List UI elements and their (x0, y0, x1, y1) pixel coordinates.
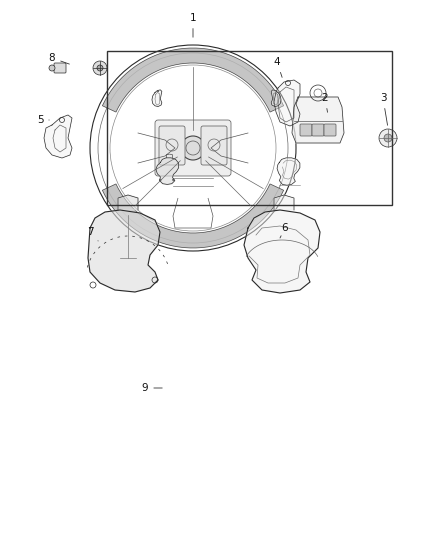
Circle shape (379, 129, 397, 147)
Text: 3: 3 (380, 93, 388, 125)
FancyBboxPatch shape (201, 126, 227, 165)
Polygon shape (274, 195, 294, 210)
Text: 2: 2 (321, 93, 328, 112)
Circle shape (384, 134, 392, 142)
Circle shape (93, 61, 107, 75)
Text: 4: 4 (274, 57, 282, 77)
Polygon shape (292, 97, 344, 143)
Polygon shape (244, 210, 320, 293)
Polygon shape (152, 90, 162, 107)
Polygon shape (88, 210, 160, 292)
Polygon shape (118, 195, 138, 210)
Text: 9: 9 (141, 383, 162, 393)
Text: 7: 7 (87, 227, 98, 241)
Circle shape (97, 65, 103, 71)
FancyBboxPatch shape (54, 63, 66, 73)
Circle shape (49, 65, 55, 71)
FancyBboxPatch shape (312, 124, 324, 136)
Text: 8: 8 (49, 53, 69, 64)
Bar (107, 51, 392, 205)
FancyBboxPatch shape (155, 120, 231, 176)
Circle shape (181, 136, 205, 160)
Polygon shape (102, 48, 284, 112)
Text: 1: 1 (190, 13, 196, 37)
Polygon shape (156, 158, 179, 184)
Polygon shape (44, 115, 72, 158)
Polygon shape (271, 90, 281, 107)
FancyBboxPatch shape (159, 126, 185, 165)
Polygon shape (102, 184, 284, 248)
Text: 5: 5 (37, 115, 49, 125)
FancyBboxPatch shape (324, 124, 336, 136)
Polygon shape (274, 80, 300, 126)
Polygon shape (277, 158, 300, 185)
FancyBboxPatch shape (300, 124, 312, 136)
Text: 6: 6 (280, 223, 288, 238)
